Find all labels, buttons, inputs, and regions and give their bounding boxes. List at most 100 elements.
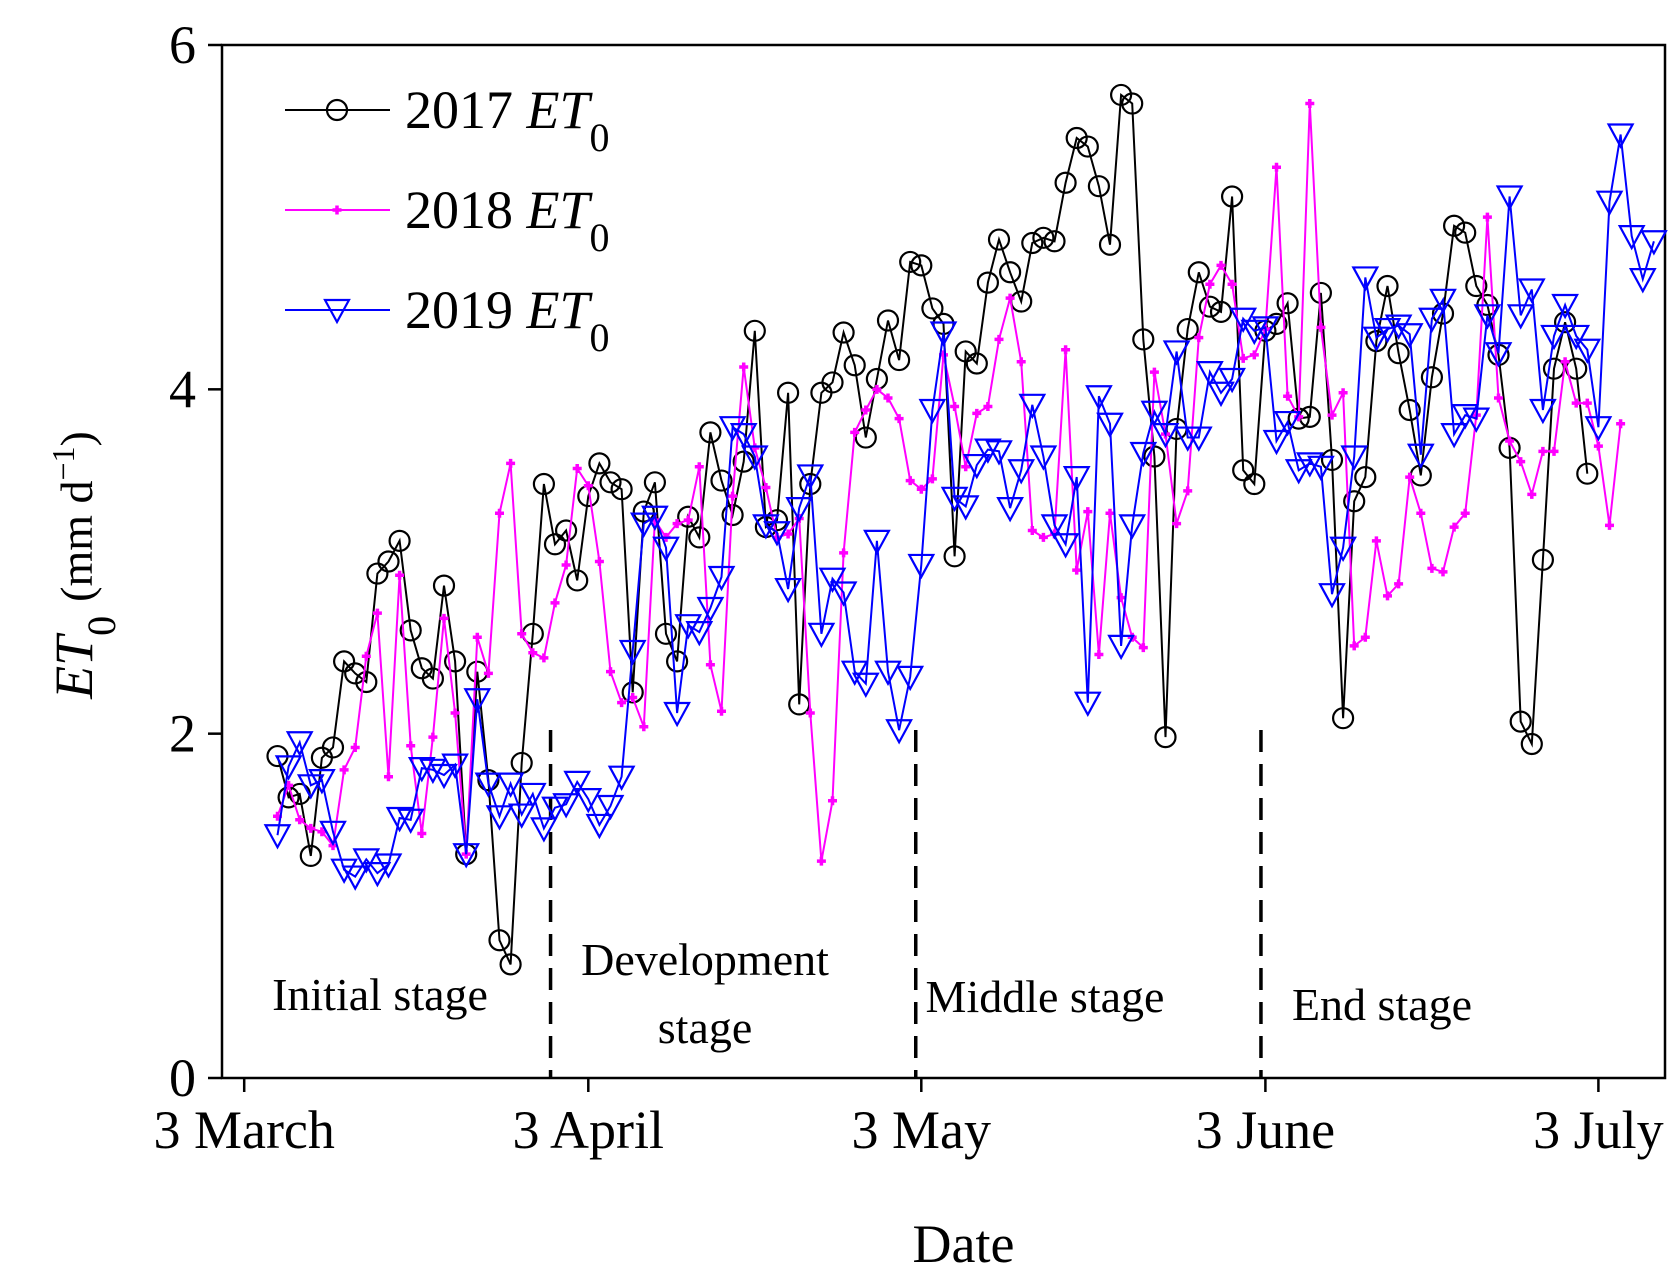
data-point-2018 [1593, 441, 1603, 451]
data-point-2017 [954, 340, 977, 363]
data-point-2018 [1616, 419, 1626, 429]
data-point-2017 [1243, 472, 1266, 496]
data-point-2018 [1327, 410, 1337, 420]
data-point-2019 [696, 596, 725, 623]
data-point-2018 [528, 648, 538, 658]
data-point-2017 [388, 529, 411, 552]
data-point-2019 [885, 719, 913, 745]
data-point-2019 [1207, 381, 1235, 408]
data-point-2018 [1582, 398, 1592, 408]
data-point-2019 [940, 486, 969, 513]
data-point-2017 [1454, 221, 1477, 244]
data-point-2017 [899, 250, 922, 274]
data-point-2017 [998, 261, 1022, 284]
data-point-2017 [421, 667, 444, 690]
data-point-2019 [1284, 459, 1313, 485]
data-point-2018 [1605, 520, 1614, 530]
data-point-2018 [1383, 591, 1392, 601]
data-point-2017 [1309, 281, 1333, 305]
data-point-2018 [761, 482, 771, 492]
data-point-2018 [705, 660, 715, 670]
data-point-2019 [507, 803, 536, 829]
data-point-2019 [818, 567, 847, 594]
data-point-2017 [377, 550, 400, 573]
data-point-2019 [1262, 429, 1291, 456]
data-point-2018 [694, 462, 704, 472]
legend-item-2018: 2018 ET0 [285, 180, 610, 260]
data-point-2018 [1016, 357, 1026, 367]
data-point-2018 [350, 742, 360, 752]
data-point-2017 [444, 650, 467, 673]
data-point-2018 [961, 462, 971, 472]
data-point-2019 [652, 536, 680, 563]
data-point-2018 [1272, 162, 1281, 172]
series-layer [263, 83, 1668, 976]
data-point-2017 [943, 545, 966, 568]
data-point-2018 [561, 560, 571, 570]
data-point-2019 [1506, 304, 1535, 330]
data-point-2019 [1551, 293, 1579, 320]
legend-marker-2019 [323, 298, 351, 325]
data-point-2017 [1553, 311, 1577, 334]
data-point-2019 [419, 758, 447, 785]
data-point-2019 [396, 808, 425, 835]
data-point-2017 [1343, 490, 1366, 513]
data-point-2019 [441, 753, 469, 779]
data-point-2018 [539, 653, 549, 663]
data-point-2017 [1154, 726, 1177, 749]
data-point-2018 [894, 414, 904, 424]
data-point-2019 [807, 622, 836, 649]
data-point-2017 [643, 471, 667, 494]
data-point-2017 [1198, 295, 1222, 318]
data-point-2018 [1316, 322, 1326, 332]
data-point-2019 [1640, 230, 1668, 256]
data-point-2019 [1573, 338, 1602, 365]
data-point-2017 [1276, 292, 1299, 315]
data-point-2018 [495, 508, 504, 518]
data-point-2017 [732, 450, 755, 473]
series-2018 [273, 99, 1626, 866]
data-point-2018 [1449, 522, 1459, 532]
legend-marker-2018 [332, 205, 342, 215]
data-point-2017 [1331, 707, 1355, 730]
data-point-2019 [1562, 324, 1591, 351]
data-point-2019 [330, 858, 358, 884]
data-point-2019 [1384, 314, 1413, 340]
data-point-2019 [530, 817, 558, 843]
data-point-2018 [1005, 293, 1015, 303]
data-point-2019 [485, 805, 514, 831]
data-point-2017 [1043, 230, 1066, 253]
axes: 0 2 4 6 3 March 3 April 3 May 3 June 3 July Date E… [44, 15, 1664, 1274]
data-point-2018 [728, 491, 738, 501]
data-point-2018 [1194, 333, 1204, 343]
data-point-2018 [1505, 436, 1515, 446]
data-point-2018 [1538, 446, 1548, 456]
data-point-2018 [594, 557, 604, 566]
data-point-2018 [739, 362, 749, 372]
data-point-2018 [1138, 643, 1148, 653]
data-point-2019 [874, 660, 902, 686]
data-point-2019 [1151, 422, 1180, 449]
data-point-2017 [1398, 398, 1421, 422]
data-point-2018 [927, 474, 937, 484]
plot-border [220, 43, 1667, 1080]
data-point-2019 [1473, 304, 1502, 330]
data-point-2018 [1205, 279, 1215, 289]
data-point-2019 [374, 853, 403, 879]
data-point-2019 [1218, 367, 1246, 394]
data-point-2017 [832, 321, 855, 344]
data-point-2018 [1416, 508, 1426, 518]
data-point-2018 [750, 443, 760, 453]
data-point-2019 [1395, 323, 1424, 349]
x-tick-label: 3 May [852, 1100, 991, 1160]
data-point-2017 [1220, 185, 1244, 208]
data-point-2019 [385, 806, 414, 833]
data-point-2018 [572, 464, 582, 474]
data-point-2019 [1329, 536, 1357, 563]
data-point-2019 [1584, 416, 1613, 442]
data-point-2017 [710, 469, 733, 492]
data-point-2018 [1349, 641, 1359, 651]
data-point-2018 [683, 515, 693, 525]
stage-boundaries [548, 730, 1263, 1078]
data-point-2017 [776, 381, 800, 404]
